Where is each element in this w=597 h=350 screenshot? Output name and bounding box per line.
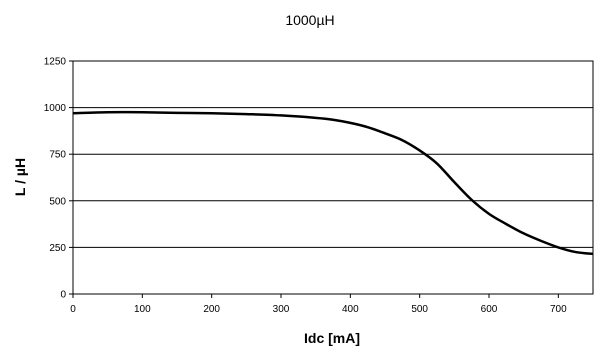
plot-area <box>72 60 594 295</box>
y-tick-label: 250 <box>49 243 66 254</box>
series-line <box>72 110 594 256</box>
y-tick-label: 750 <box>49 150 66 161</box>
x-tick-label: 500 <box>411 304 428 315</box>
y-tick-label: 500 <box>49 196 66 207</box>
x-axis-label: Idc [mA] <box>304 330 360 346</box>
x-tick-label: 700 <box>550 304 567 315</box>
y-tick-label: 0 <box>60 290 66 301</box>
y-tick-label: 1250 <box>44 57 67 68</box>
x-tick-label: 100 <box>134 304 151 315</box>
y-axis: 0 250 500 750 1000 1250 <box>44 57 73 301</box>
x-tick-label: 0 <box>70 304 76 315</box>
x-tick-label: 600 <box>481 304 498 315</box>
y-tick-label: 1000 <box>44 103 67 114</box>
x-axis: 0 100 200 300 400 500 600 700 <box>70 294 567 315</box>
gridlines <box>73 107 593 248</box>
x-tick-label: 400 <box>342 304 359 315</box>
y-axis-label: L / µH <box>12 158 28 196</box>
x-tick-label: 300 <box>273 304 290 315</box>
chart-title: 1000µH <box>285 12 334 28</box>
x-tick-label: 200 <box>203 304 220 315</box>
